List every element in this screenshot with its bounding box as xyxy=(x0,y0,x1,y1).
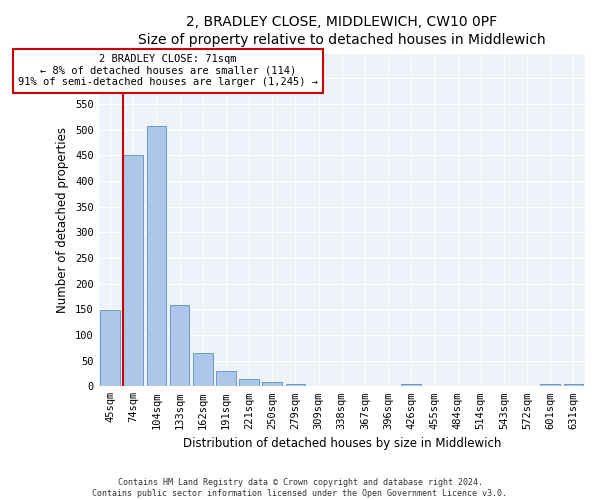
Bar xyxy=(146,126,166,386)
Bar xyxy=(541,384,560,386)
Text: 2 BRADLEY CLOSE: 71sqm
← 8% of detached houses are smaller (114)
91% of semi-det: 2 BRADLEY CLOSE: 71sqm ← 8% of detached … xyxy=(18,54,318,88)
Title: 2, BRADLEY CLOSE, MIDDLEWICH, CW10 0PF
Size of property relative to detached hou: 2, BRADLEY CLOSE, MIDDLEWICH, CW10 0PF S… xyxy=(138,15,545,48)
Y-axis label: Number of detached properties: Number of detached properties xyxy=(56,126,70,312)
Text: Contains HM Land Registry data © Crown copyright and database right 2024.
Contai: Contains HM Land Registry data © Crown c… xyxy=(92,478,508,498)
Bar xyxy=(563,384,583,386)
Bar xyxy=(193,353,212,386)
Bar xyxy=(401,384,421,386)
Bar xyxy=(262,382,282,386)
Bar xyxy=(239,379,259,386)
Bar xyxy=(170,305,190,386)
Bar xyxy=(124,156,143,386)
Bar xyxy=(100,310,120,386)
Bar xyxy=(286,384,305,386)
Bar xyxy=(216,371,236,386)
X-axis label: Distribution of detached houses by size in Middlewich: Distribution of detached houses by size … xyxy=(182,437,501,450)
